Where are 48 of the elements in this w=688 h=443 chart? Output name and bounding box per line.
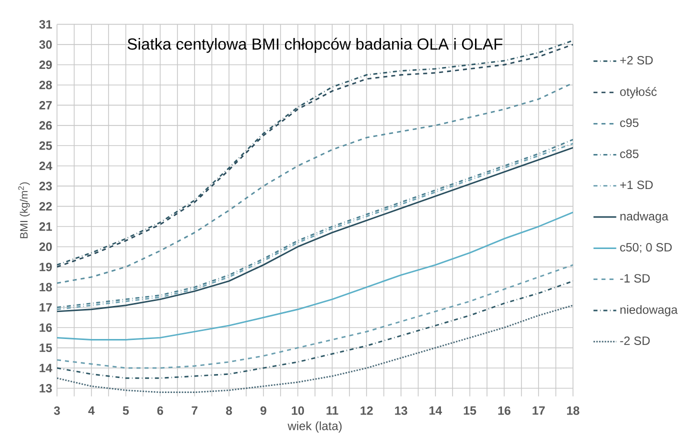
y-tick-label: 29 <box>39 60 52 70</box>
x-tick-label: 8 <box>226 406 232 415</box>
x-tick-label: 17 <box>532 406 545 415</box>
text: Siatka centylowa BMI chłopców badania OLA i OLAF <box>128 38 502 53</box>
y-tick-label: 23 <box>39 182 52 190</box>
y-tick-label: 26 <box>39 121 52 130</box>
y-tick-label: 21 <box>39 222 52 231</box>
x-tick-label: 11 <box>326 406 338 415</box>
x-tick-label: 14 <box>429 406 442 415</box>
x-tick-label: 15 <box>464 406 476 415</box>
x-tick-label: 3 <box>54 406 60 415</box>
legend-label: +2 SD <box>620 56 653 64</box>
y-tick-label: 28 <box>39 80 52 90</box>
x-tick-label: 10 <box>292 406 304 415</box>
x-tick-label: 5 <box>122 406 129 415</box>
x-tick-label: 18 <box>567 406 580 415</box>
legend-label: -2 SD <box>620 336 650 345</box>
legend-label: c85 <box>620 150 638 158</box>
x-tick-label: 9 <box>260 406 266 415</box>
y-tick-label: 31 <box>39 20 52 29</box>
y-tick-label: 19 <box>40 262 52 272</box>
y-tick-label: 14 <box>40 364 52 372</box>
legend-label: niedowaga <box>620 305 678 316</box>
legend-label: c95 <box>620 118 638 128</box>
y-tick-label: 24 <box>39 162 52 170</box>
legend-label: c50; 0 SD <box>620 243 672 253</box>
y-axis-title: BMI (kg/m$^{2}$) <box>18 182 30 238</box>
legend-label: +1 SD <box>620 180 653 190</box>
y-tick-label: 17 <box>40 303 52 312</box>
y-tick-label: 22 <box>39 202 52 210</box>
legend-label: nadwaga <box>620 212 668 223</box>
y-tick-label: 20 <box>39 242 52 251</box>
x-tick-label: 12 <box>360 406 373 415</box>
y-tick-label: 15 <box>40 344 52 352</box>
y-tick-label: 30 <box>39 40 52 49</box>
x-tick-label: 7 <box>192 406 198 415</box>
x-tick-label: 4 <box>88 406 95 415</box>
x-axis-title: wiek (lata) <box>288 421 342 433</box>
legend-label: -1 SD <box>620 274 650 283</box>
y-tick-label: 13 <box>40 384 52 392</box>
y-tick-label: 16 <box>40 323 52 332</box>
x-tick-label: 16 <box>498 406 510 415</box>
y-tick-label: 18 <box>40 282 52 292</box>
legend-label: otyłość <box>620 87 657 98</box>
y-tick-label: 27 <box>39 101 52 110</box>
y-tick-label: 25 <box>39 141 52 150</box>
x-tick-label: 13 <box>395 406 408 415</box>
x-tick-label: 6 <box>157 406 164 415</box>
